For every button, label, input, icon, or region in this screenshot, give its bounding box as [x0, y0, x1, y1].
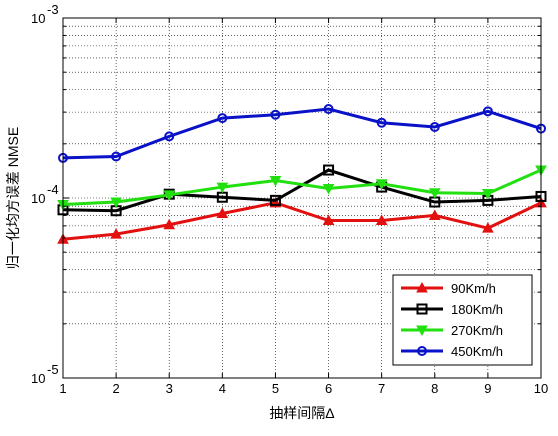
legend-item: 180Km/h [401, 302, 503, 317]
legend-item: 450Km/h [401, 344, 503, 359]
y-tick-exponent: -4 [47, 182, 59, 197]
legend-marker [416, 281, 428, 293]
series-line [62, 168, 542, 207]
x-axis-label: 抽样间隔Δ [269, 405, 334, 421]
data-point [375, 214, 388, 225]
data-point [482, 188, 494, 200]
data-point [323, 164, 335, 176]
data-point [163, 190, 176, 201]
series-layer [57, 104, 547, 244]
x-tick-label: 10 [534, 381, 548, 396]
data-point [270, 109, 281, 120]
x-tick-label: 3 [166, 381, 173, 396]
y-tick-exponent: -5 [47, 362, 59, 377]
data-point [429, 121, 440, 132]
legend-label: 270Km/h [451, 323, 503, 338]
data-point [269, 194, 281, 206]
x-tick-label: 6 [325, 381, 332, 396]
x-tick-label: 1 [59, 381, 66, 396]
series-line [62, 168, 542, 213]
data-point [322, 183, 335, 195]
legend: 90Km/h 180Km/h 270Km/h 450Km/h [392, 274, 533, 366]
x-tick-label: 9 [484, 381, 491, 396]
data-point [216, 207, 229, 219]
legend-item: 90Km/h [401, 281, 496, 296]
series-3 [58, 104, 546, 163]
data-point [110, 228, 122, 239]
data-point [110, 197, 122, 209]
y-tick-label: 10 [31, 191, 45, 206]
legend-marker [416, 325, 428, 337]
data-point [217, 113, 228, 124]
series-1 [57, 164, 547, 217]
x-tick-label: 8 [431, 381, 438, 396]
legend-label: 180Km/h [451, 302, 503, 317]
data-point [322, 214, 335, 225]
x-tick-label: 7 [378, 381, 385, 396]
data-point [376, 117, 387, 128]
legend-label: 450Km/h [451, 344, 503, 359]
data-point [375, 179, 388, 190]
x-tick-label: 2 [112, 381, 119, 396]
data-point [428, 188, 441, 199]
data-point [482, 106, 493, 117]
legend-marker [416, 303, 428, 315]
series-line [62, 201, 542, 241]
data-point [482, 222, 494, 233]
legend-marker [417, 346, 427, 356]
y-tick-label: 10 [31, 11, 45, 26]
data-point [269, 176, 282, 187]
data-point [164, 131, 175, 142]
y-axis-label: 归一化均方误差 NMSE [5, 127, 21, 269]
data-point [323, 104, 334, 115]
y-tick-exponent: -3 [47, 2, 59, 17]
data-point [163, 218, 176, 230]
data-point [111, 151, 122, 162]
x-tick-label: 5 [272, 381, 279, 396]
y-tick-label: 10 [31, 371, 45, 386]
series-2 [57, 165, 547, 211]
data-point [216, 182, 229, 194]
legend-item: 270Km/h [401, 323, 503, 338]
series-line [62, 107, 542, 160]
legend-label: 90Km/h [451, 281, 496, 296]
data-point [428, 209, 441, 220]
x-tick-label: 4 [219, 381, 226, 396]
